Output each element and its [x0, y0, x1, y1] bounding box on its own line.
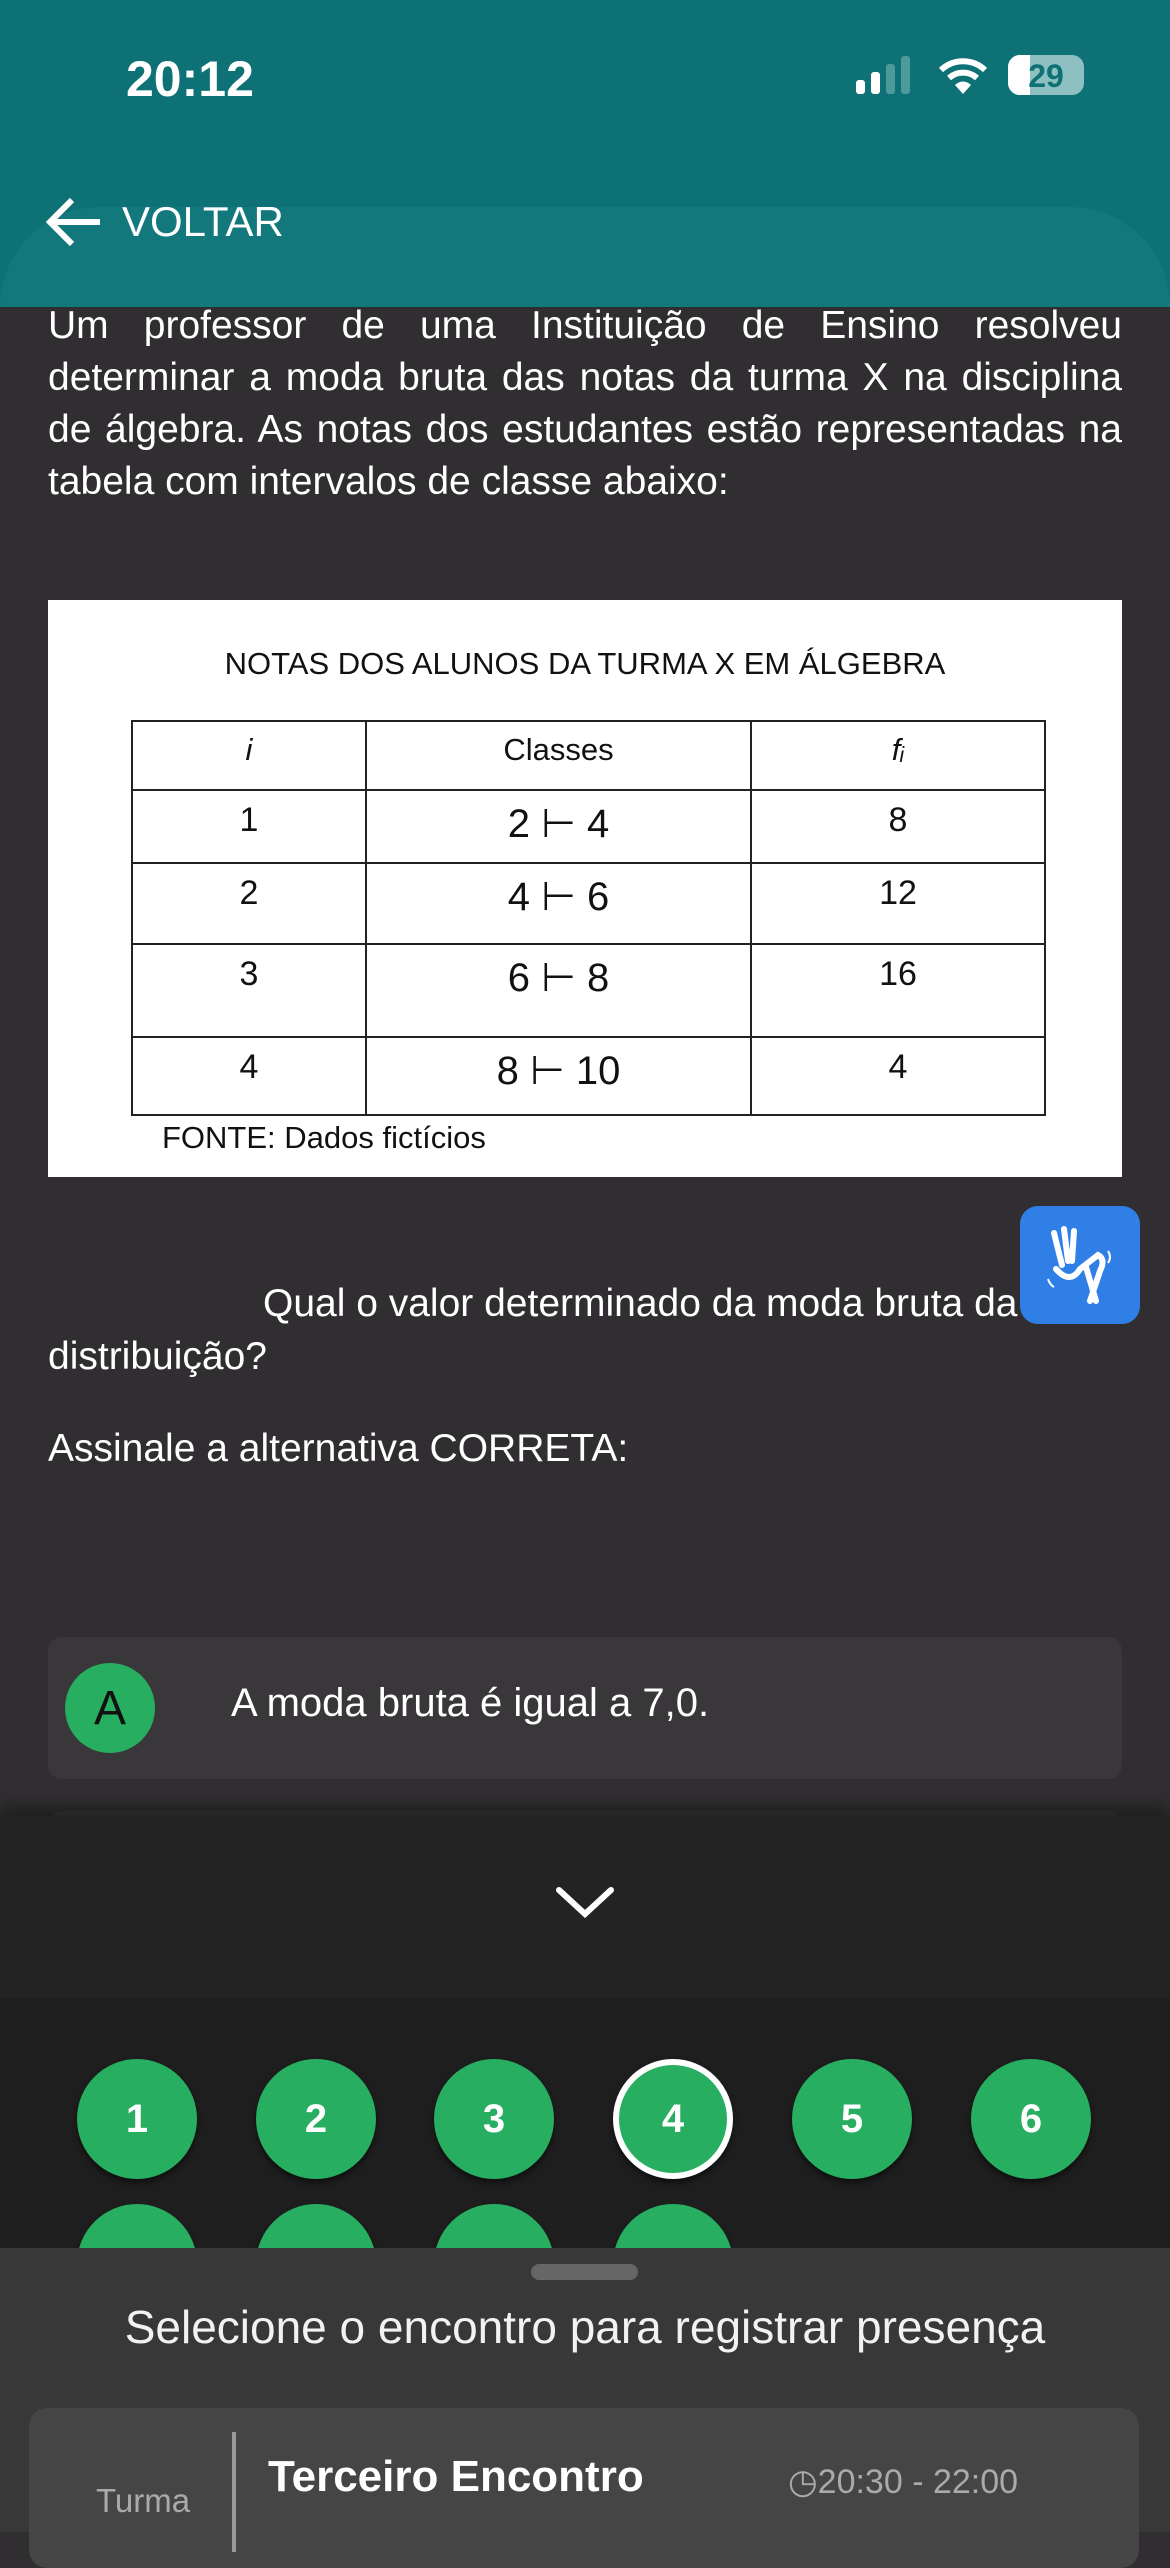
instruction-text: Assinale a alternativa CORRETA:: [48, 1427, 629, 1470]
back-label: VOLTAR: [122, 198, 284, 245]
question-button-3[interactable]: 3: [434, 2059, 554, 2179]
clock-icon: ◷: [788, 2463, 818, 2501]
card-divider: [232, 2432, 236, 2552]
sheet-title: Selecione o encontro para registrar pres…: [124, 2301, 1046, 2353]
table-source: FONTE: Dados fictícios: [162, 1120, 486, 1155]
sign-language-button[interactable]: [1020, 1206, 1140, 1324]
question-button-6[interactable]: 6: [971, 2059, 1091, 2179]
question-text: Um professor de uma Instituição de Ensin…: [48, 304, 1122, 503]
col-header: Classes: [365, 720, 752, 791]
arrow-left-icon: [45, 197, 100, 247]
status-time: 20:12: [126, 51, 254, 107]
table-title: NOTAS DOS ALUNOS DA TURMA X EM ÁLGEBRA: [224, 646, 946, 681]
col-header: fᵢ: [750, 720, 1046, 791]
col-header: i: [131, 720, 367, 791]
option-text: A moda bruta é igual a 7,0.: [231, 1681, 710, 1725]
battery-icon: 29: [1008, 55, 1084, 95]
question-button-4[interactable]: 4: [613, 2059, 733, 2179]
back-button[interactable]: VOLTAR: [44, 196, 284, 248]
sign-language-hands-icon: [1047, 1226, 1111, 1304]
option-letter: A: [65, 1663, 155, 1753]
question-table-image: NOTAS DOS ALUNOS DA TURMA X EM ÁLGEBRA i…: [48, 600, 1122, 1177]
option-a[interactable]: A A moda bruta é igual a 7,0.: [48, 1637, 1122, 1779]
question-button-2[interactable]: 2: [256, 2059, 376, 2179]
question-button-5[interactable]: 5: [792, 2059, 912, 2179]
question-number-grid: 12345678910: [0, 1998, 1170, 2324]
cellular-signal-icon: [856, 56, 910, 94]
wifi-icon: [938, 58, 988, 94]
sheet-drag-handle[interactable]: [531, 2264, 638, 2280]
meeting-time: ◷20:30 - 22:00: [788, 2463, 1019, 2501]
header-panel: [0, 207, 1170, 307]
question-button-1[interactable]: 1: [77, 2059, 197, 2179]
chevron-down-icon[interactable]: [555, 1884, 615, 1920]
question-prompt-cont: distribuição?: [48, 1335, 267, 1378]
meeting-name: Terceiro Encontro: [268, 2452, 644, 2501]
class-label: Turma: [96, 2482, 191, 2519]
question-prompt: Qual o valor determinado da moda bruta d…: [263, 1282, 1018, 1325]
